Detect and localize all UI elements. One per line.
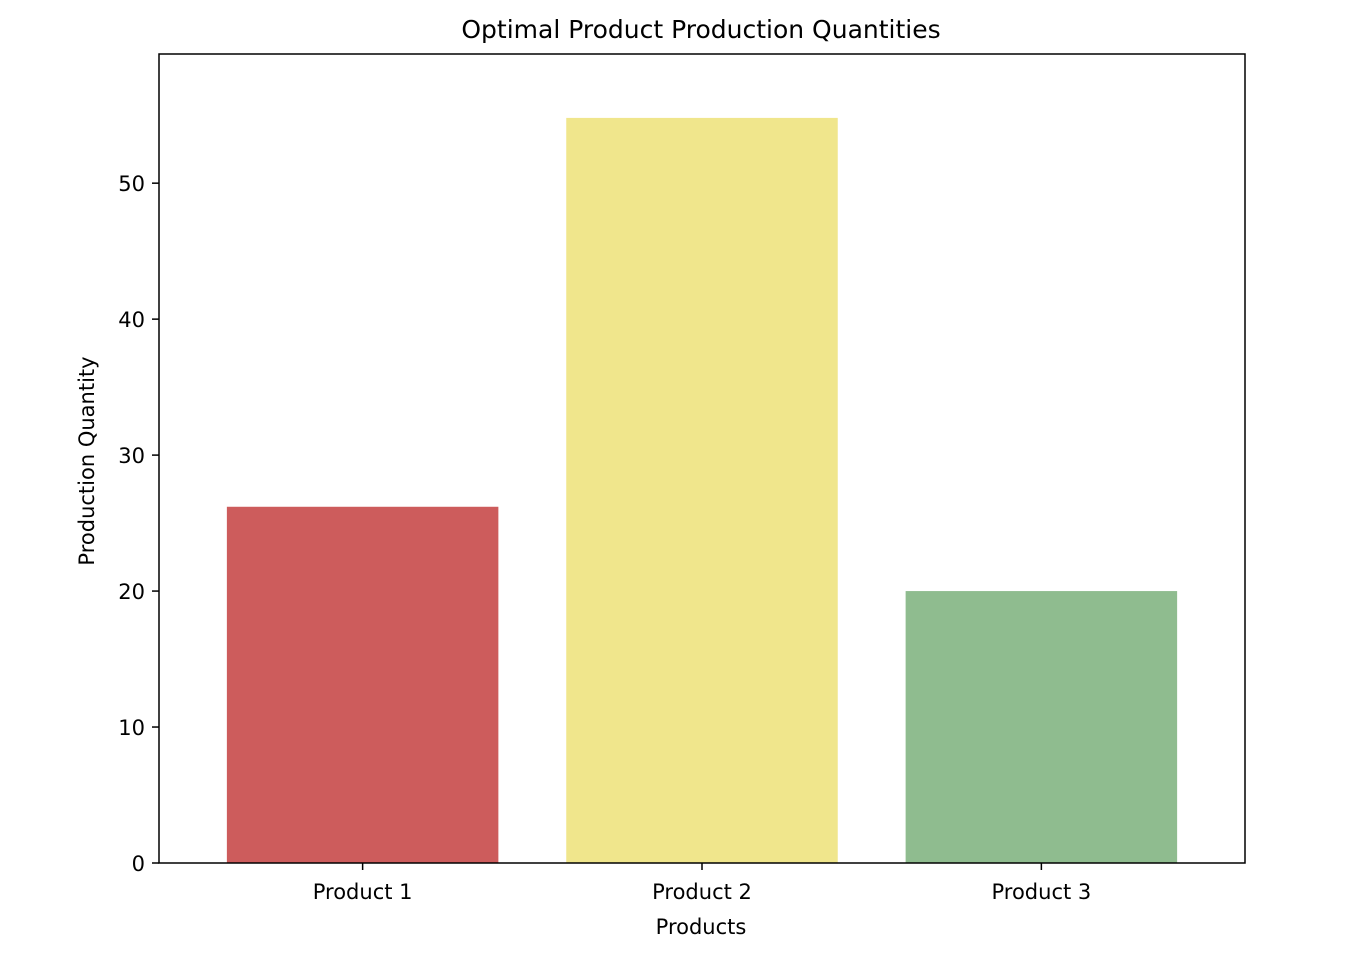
y-tick-label: 0 <box>132 852 145 876</box>
x-tick-label: Product 1 <box>313 880 413 904</box>
x-tick-label: Product 3 <box>991 880 1091 904</box>
bar-2 <box>566 117 838 864</box>
x-tick-label: Product 2 <box>652 880 752 904</box>
y-tick-label: 50 <box>118 172 145 196</box>
x-axis-ticks: Product 1 Product 2 Product 3 <box>313 863 1091 904</box>
plot-frame <box>158 53 1246 864</box>
bar-3 <box>905 591 1178 863</box>
y-tick-label: 20 <box>118 580 145 604</box>
y-tick-label: 10 <box>118 716 145 740</box>
chart-title: Optimal Product Production Quantities <box>461 15 940 44</box>
bars-layer <box>226 117 1178 864</box>
y-axis-ticks: 0 10 20 30 40 50 <box>118 172 159 876</box>
y-axis-label: Production Quantity <box>75 356 99 565</box>
bar-1 <box>226 506 499 863</box>
y-tick-label: 40 <box>118 308 145 332</box>
y-tick-label: 30 <box>118 444 145 468</box>
x-axis-label: Products <box>656 915 747 939</box>
